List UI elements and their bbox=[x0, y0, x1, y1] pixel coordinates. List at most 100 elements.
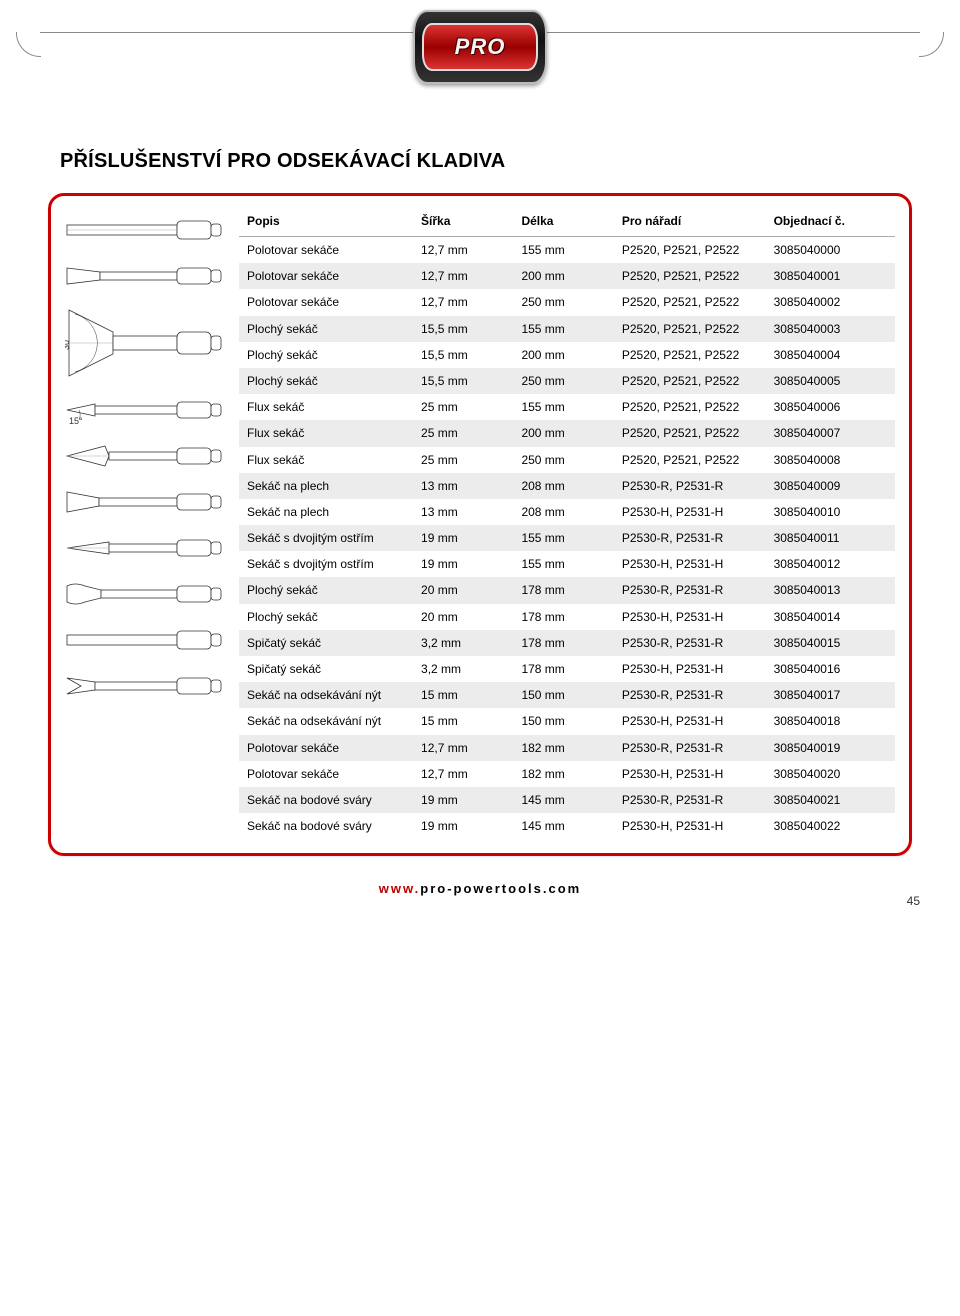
cell-sirka: 19 mm bbox=[413, 813, 513, 839]
chisel-pointed-icon bbox=[65, 530, 225, 566]
cell-popis: Polotovar sekáče bbox=[239, 735, 413, 761]
table-row: Polotovar sekáče12,7 mm155 mmP2520, P252… bbox=[239, 237, 895, 264]
cell-popis: Plochý sekáč bbox=[239, 342, 413, 368]
cell-obj: 3085040016 bbox=[766, 656, 895, 682]
cell-popis: Flux sekáč bbox=[239, 447, 413, 473]
cell-sirka: 20 mm bbox=[413, 577, 513, 603]
table-row: Sekáč na odsekávání nýt15 mm150 mmP2530-… bbox=[239, 682, 895, 708]
table-row: Plochý sekáč15,5 mm200 mmP2520, P2521, P… bbox=[239, 342, 895, 368]
cell-naradi: P2520, P2521, P2522 bbox=[614, 368, 766, 394]
cell-delka: 208 mm bbox=[513, 499, 613, 525]
cell-delka: 178 mm bbox=[513, 630, 613, 656]
cell-naradi: P2530-H, P2531-H bbox=[614, 551, 766, 577]
cell-sirka: 3,2 mm bbox=[413, 656, 513, 682]
svg-text:15°: 15° bbox=[69, 416, 83, 426]
cell-delka: 155 mm bbox=[513, 551, 613, 577]
table-row: Sekáč s dvojitým ostřím19 mm155 mmP2530-… bbox=[239, 551, 895, 577]
cell-obj: 3085040022 bbox=[766, 813, 895, 839]
cell-obj: 3085040010 bbox=[766, 499, 895, 525]
cell-delka: 250 mm bbox=[513, 447, 613, 473]
brand-logo: PRO bbox=[413, 10, 547, 84]
table-row: Sekáč s dvojitým ostřím19 mm155 mmP2530-… bbox=[239, 525, 895, 551]
cell-delka: 150 mm bbox=[513, 708, 613, 734]
table-row: Polotovar sekáče12,7 mm182 mmP2530-R, P2… bbox=[239, 735, 895, 761]
cell-sirka: 25 mm bbox=[413, 447, 513, 473]
cell-delka: 155 mm bbox=[513, 237, 613, 264]
cell-popis: Spičatý sekáč bbox=[239, 656, 413, 682]
cell-obj: 3085040015 bbox=[766, 630, 895, 656]
cell-popis: Sekáč na bodové sváry bbox=[239, 813, 413, 839]
cell-delka: 150 mm bbox=[513, 682, 613, 708]
table-row: Sekáč na bodové sváry19 mm145 mmP2530-R,… bbox=[239, 787, 895, 813]
table-row: Sekáč na plech13 mm208 mmP2530-H, P2531-… bbox=[239, 499, 895, 525]
cell-naradi: P2530-H, P2531-H bbox=[614, 761, 766, 787]
cell-sirka: 12,7 mm bbox=[413, 289, 513, 315]
cell-sirka: 25 mm bbox=[413, 394, 513, 420]
cell-sirka: 15 mm bbox=[413, 708, 513, 734]
cell-naradi: P2530-R, P2531-R bbox=[614, 787, 766, 813]
cell-popis: Polotovar sekáče bbox=[239, 289, 413, 315]
col-header-naradi: Pro nářadí bbox=[614, 208, 766, 237]
cell-sirka: 12,7 mm bbox=[413, 263, 513, 289]
cell-naradi: P2530-R, P2531-R bbox=[614, 630, 766, 656]
cell-sirka: 19 mm bbox=[413, 525, 513, 551]
content-frame: 30° 15° bbox=[48, 193, 912, 856]
cell-delka: 155 mm bbox=[513, 394, 613, 420]
cell-delka: 145 mm bbox=[513, 813, 613, 839]
cell-sirka: 12,7 mm bbox=[413, 237, 513, 264]
cell-naradi: P2530-H, P2531-H bbox=[614, 604, 766, 630]
chisel-flux-icon: 30° bbox=[65, 304, 225, 382]
svg-text:30°: 30° bbox=[65, 336, 71, 350]
top-decoration: PRO bbox=[0, 0, 960, 110]
chisel-double-edge-icon bbox=[65, 438, 225, 474]
chisel-flat-icon bbox=[65, 258, 225, 294]
table-row: Polotovar sekáče12,7 mm200 mmP2520, P252… bbox=[239, 263, 895, 289]
chisel-blank-short-icon bbox=[65, 622, 225, 658]
cell-delka: 200 mm bbox=[513, 342, 613, 368]
cell-popis: Plochý sekáč bbox=[239, 577, 413, 603]
cell-popis: Sekáč na plech bbox=[239, 473, 413, 499]
table-row: Plochý sekáč20 mm178 mmP2530-H, P2531-H3… bbox=[239, 604, 895, 630]
cell-sirka: 19 mm bbox=[413, 787, 513, 813]
cell-naradi: P2520, P2521, P2522 bbox=[614, 237, 766, 264]
cell-sirka: 15 mm bbox=[413, 682, 513, 708]
cell-delka: 250 mm bbox=[513, 368, 613, 394]
cell-popis: Plochý sekáč bbox=[239, 604, 413, 630]
chisel-rivet-icon bbox=[65, 576, 225, 612]
cell-sirka: 3,2 mm bbox=[413, 630, 513, 656]
page-title: PŘÍSLUŠENSTVÍ PRO ODSEKÁVACÍ KLADIVA bbox=[60, 150, 960, 173]
col-header-delka: Délka bbox=[513, 208, 613, 237]
chisel-sheet-icon: 15° bbox=[65, 392, 225, 428]
chisel-flat-wide-icon bbox=[65, 484, 225, 520]
cell-obj: 3085040007 bbox=[766, 420, 895, 446]
cell-obj: 3085040005 bbox=[766, 368, 895, 394]
cell-sirka: 12,7 mm bbox=[413, 735, 513, 761]
cell-obj: 3085040006 bbox=[766, 394, 895, 420]
cell-popis: Polotovar sekáče bbox=[239, 263, 413, 289]
cell-obj: 3085040020 bbox=[766, 761, 895, 787]
cell-naradi: P2520, P2521, P2522 bbox=[614, 447, 766, 473]
cell-naradi: P2530-R, P2531-R bbox=[614, 682, 766, 708]
cell-obj: 3085040011 bbox=[766, 525, 895, 551]
cell-delka: 145 mm bbox=[513, 787, 613, 813]
cell-delka: 178 mm bbox=[513, 656, 613, 682]
cell-popis: Plochý sekáč bbox=[239, 316, 413, 342]
cell-obj: 3085040014 bbox=[766, 604, 895, 630]
cell-delka: 178 mm bbox=[513, 577, 613, 603]
cell-obj: 3085040002 bbox=[766, 289, 895, 315]
cell-sirka: 19 mm bbox=[413, 551, 513, 577]
table-row: Flux sekáč25 mm250 mmP2520, P2521, P2522… bbox=[239, 447, 895, 473]
cell-sirka: 15,5 mm bbox=[413, 342, 513, 368]
cell-delka: 200 mm bbox=[513, 420, 613, 446]
cell-obj: 3085040000 bbox=[766, 237, 895, 264]
cell-obj: 3085040017 bbox=[766, 682, 895, 708]
cell-popis: Sekáč s dvojitým ostřím bbox=[239, 551, 413, 577]
cell-naradi: P2530-R, P2531-R bbox=[614, 525, 766, 551]
page-number: 45 bbox=[907, 894, 920, 908]
cell-sirka: 12,7 mm bbox=[413, 761, 513, 787]
cell-sirka: 20 mm bbox=[413, 604, 513, 630]
table-row: Sekáč na odsekávání nýt15 mm150 mmP2530-… bbox=[239, 708, 895, 734]
cell-popis: Sekáč na odsekávání nýt bbox=[239, 682, 413, 708]
cell-delka: 200 mm bbox=[513, 263, 613, 289]
cell-popis: Spičatý sekáč bbox=[239, 630, 413, 656]
